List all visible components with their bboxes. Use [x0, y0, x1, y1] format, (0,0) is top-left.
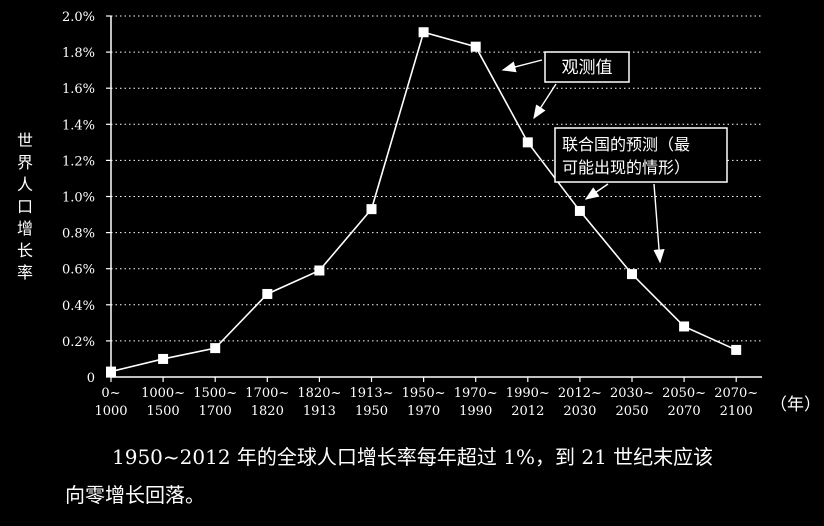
x-tick-label-top: 2030~	[610, 386, 654, 401]
observed-arrow-2	[533, 83, 557, 120]
x-tick-label-bottom: 2070	[668, 404, 701, 419]
y-tick-label: 0.8%	[62, 227, 95, 242]
x-tick-label-bottom: 1913	[303, 404, 336, 419]
data-point	[262, 288, 273, 299]
x-tick-label-top: 0~	[101, 386, 120, 401]
x-tick-label-top: 1820~	[297, 386, 341, 401]
y-tick-label: 1.8%	[62, 46, 95, 61]
observed-callout: 观测值	[501, 51, 630, 120]
x-tick-labels: 0~ 1000 1000~ 1500 1500~ 1700 1700~ 1820 1820~ 19…	[94, 377, 758, 419]
observed-label: 观测值	[562, 58, 613, 78]
x-tick-label-bottom: 1950	[355, 404, 388, 419]
series-line	[110, 31, 737, 373]
y-tick-labels: 0 0.2% 0.4% 0.6% 0.8% 1.0% 1.2% 1.4% 1.6% 1.8% 2.0…	[62, 10, 95, 386]
x-tick-label-top: 2050~	[662, 386, 706, 401]
projection-callout-box	[554, 127, 728, 183]
y-axis-title: 世界人口增长率	[16, 131, 33, 282]
projection-label-line1: 联合国的预测（最	[562, 135, 690, 154]
y-tick-label: 1.2%	[62, 154, 95, 169]
growth-rate-chart: 0 0.2% 0.4% 0.6% 0.8% 1.0% 1.2% 1.4% 1.6% 1.8% 2.0…	[62, 10, 821, 419]
data-point	[522, 137, 533, 148]
x-tick-label-bottom: 2100	[720, 404, 753, 419]
y-tick-label: 2.0%	[62, 10, 95, 25]
data-point	[314, 265, 325, 276]
caption-line-1: 1950~2012 年的全球人口增长率每年超过 1%，到 21 世纪末应该	[112, 445, 714, 469]
projection-arrow-1	[584, 183, 609, 200]
projection-arrow-2	[653, 183, 665, 264]
observed-callout-box	[544, 51, 630, 83]
data-points	[106, 27, 742, 377]
x-tick-label-bottom: 2050	[615, 404, 648, 419]
data-point	[574, 205, 585, 216]
y-tick-label: 1.4%	[62, 118, 95, 133]
figure-caption: 1950~2012 年的全球人口增长率每年超过 1%，到 21 世纪末应该 向零…	[65, 438, 780, 514]
observed-arrow-1	[501, 59, 543, 73]
x-tick-label-top: 1700~	[245, 386, 289, 401]
gridlines	[106, 15, 762, 378]
x-axis-unit-label: （年）	[770, 395, 821, 415]
caption-line-2: 向零增长回落。	[65, 483, 205, 507]
data-point	[679, 321, 690, 332]
data-point	[418, 27, 429, 38]
y-tick-label: 0	[87, 371, 95, 386]
data-point	[627, 269, 637, 280]
y-tick-label: 0.2%	[62, 335, 95, 350]
data-point	[210, 343, 221, 354]
x-tick-label-bottom: 1990	[459, 404, 492, 419]
y-tick-label: 0.6%	[62, 263, 95, 278]
x-tick-label-bottom: 2012	[511, 404, 544, 419]
y-tick-label: 1.0%	[62, 191, 95, 206]
x-tick-label-bottom: 2030	[563, 404, 596, 419]
data-point	[470, 41, 481, 52]
x-tick-label-bottom: 1000	[94, 404, 127, 419]
x-tick-label-top: 1970~	[454, 386, 498, 401]
y-tick-label: 1.6%	[62, 82, 95, 97]
x-tick-label-top: 1913~	[350, 386, 394, 401]
x-tick-label-top: 1950~	[402, 386, 446, 401]
data-point	[366, 204, 377, 215]
data-point	[106, 366, 116, 377]
data-point	[731, 344, 742, 355]
projection-callout: 联合国的预测（最 可能出现的情形）	[554, 127, 728, 264]
x-tick-label-top: 2070~	[714, 386, 758, 401]
y-tick-label: 0.4%	[62, 299, 95, 314]
x-tick-label-top: 1990~	[506, 386, 550, 401]
x-tick-label-bottom: 1970	[407, 404, 440, 419]
projection-label-line2: 可能出现的情形）	[562, 158, 690, 177]
x-tick-label-bottom: 1500	[147, 404, 180, 419]
x-tick-label-top: 2012~	[558, 386, 602, 401]
x-tick-label-top: 1500~	[193, 386, 237, 401]
data-point	[158, 353, 169, 364]
x-tick-label-bottom: 1820	[251, 404, 284, 419]
x-tick-label-top: 1000~	[141, 386, 185, 401]
x-tick-label-bottom: 1700	[199, 404, 232, 419]
